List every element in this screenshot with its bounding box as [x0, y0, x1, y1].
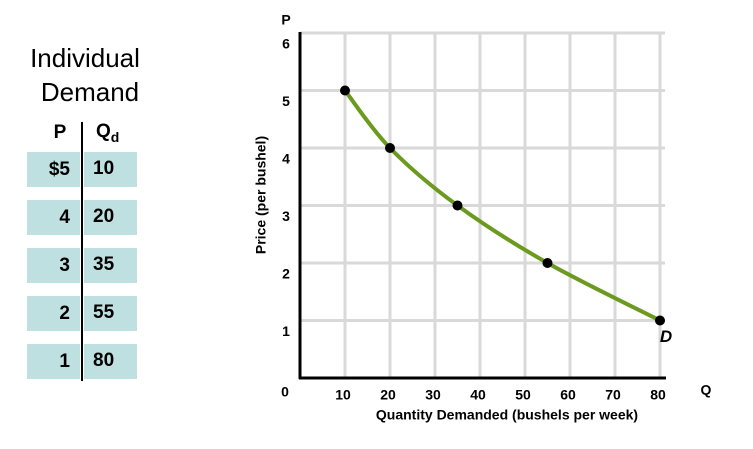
table-cell-text: 4: [59, 207, 70, 228]
table-cell-text: 3: [59, 255, 70, 276]
x-tick-label: 80: [650, 387, 666, 403]
y-tick-label: 4: [282, 151, 290, 167]
table-cell: [84, 200, 137, 235]
table-header: Qd: [96, 121, 119, 145]
table-cell-text: 55: [93, 302, 115, 323]
table-cell-text: $5: [49, 159, 71, 180]
x-tick-label: 60: [560, 387, 576, 403]
table-cell-text: 10: [93, 158, 114, 179]
table-cell: [27, 152, 80, 187]
table-cell: [84, 344, 137, 379]
table-cell-text: 80: [93, 350, 114, 371]
table-cell: [27, 248, 80, 283]
table-header: P: [54, 122, 67, 143]
table-cell: [27, 344, 80, 379]
data-point: [655, 315, 665, 326]
table-cell-text: 20: [93, 206, 114, 227]
y-tick-label: 2: [282, 266, 290, 282]
curve-label: D: [660, 327, 672, 346]
table-header: Q: [96, 121, 111, 142]
table-title-line1: Individual: [30, 43, 140, 73]
table-title-line2: Demand: [41, 77, 139, 107]
demand-curve: [343, 89, 661, 323]
y-tick-label: 1: [282, 323, 290, 339]
data-point: [542, 258, 553, 268]
x-tick-label: 50: [515, 387, 531, 403]
table-cell: [84, 248, 137, 283]
table-cell: [84, 296, 137, 331]
x-tick-label: 40: [470, 387, 486, 403]
x-tick-label: 10: [335, 387, 351, 403]
x-tick-label: 30: [425, 387, 441, 403]
x-axis-label: Quantity Demanded (bushels per week): [376, 407, 638, 423]
y-axis-letter: P: [281, 12, 290, 28]
x-axis-letter: Q: [701, 382, 712, 398]
y-tick-label: 5: [282, 93, 290, 109]
table-body: $5 10 4 20 3 35 2 55 1 80: [27, 152, 137, 379]
data-point: [385, 143, 395, 153]
table-cell: [84, 152, 137, 187]
x-tick-label: 0: [281, 384, 289, 400]
table-cell-text: 35: [93, 254, 115, 275]
table-cell: [27, 200, 80, 235]
y-axis-label: Price (per bushel): [253, 136, 269, 254]
data-point: [340, 85, 350, 96]
table-cell-text: 1: [59, 351, 70, 372]
table-header-subscript: d: [111, 129, 120, 145]
table-cell-text: 2: [59, 303, 70, 324]
y-tick-label: 3: [282, 208, 290, 224]
data-point: [452, 200, 463, 211]
y-tick-label: 6: [282, 36, 290, 52]
table-cell: [27, 296, 80, 331]
x-tick-label: 70: [605, 387, 621, 403]
x-tick-label: 20: [380, 387, 396, 403]
